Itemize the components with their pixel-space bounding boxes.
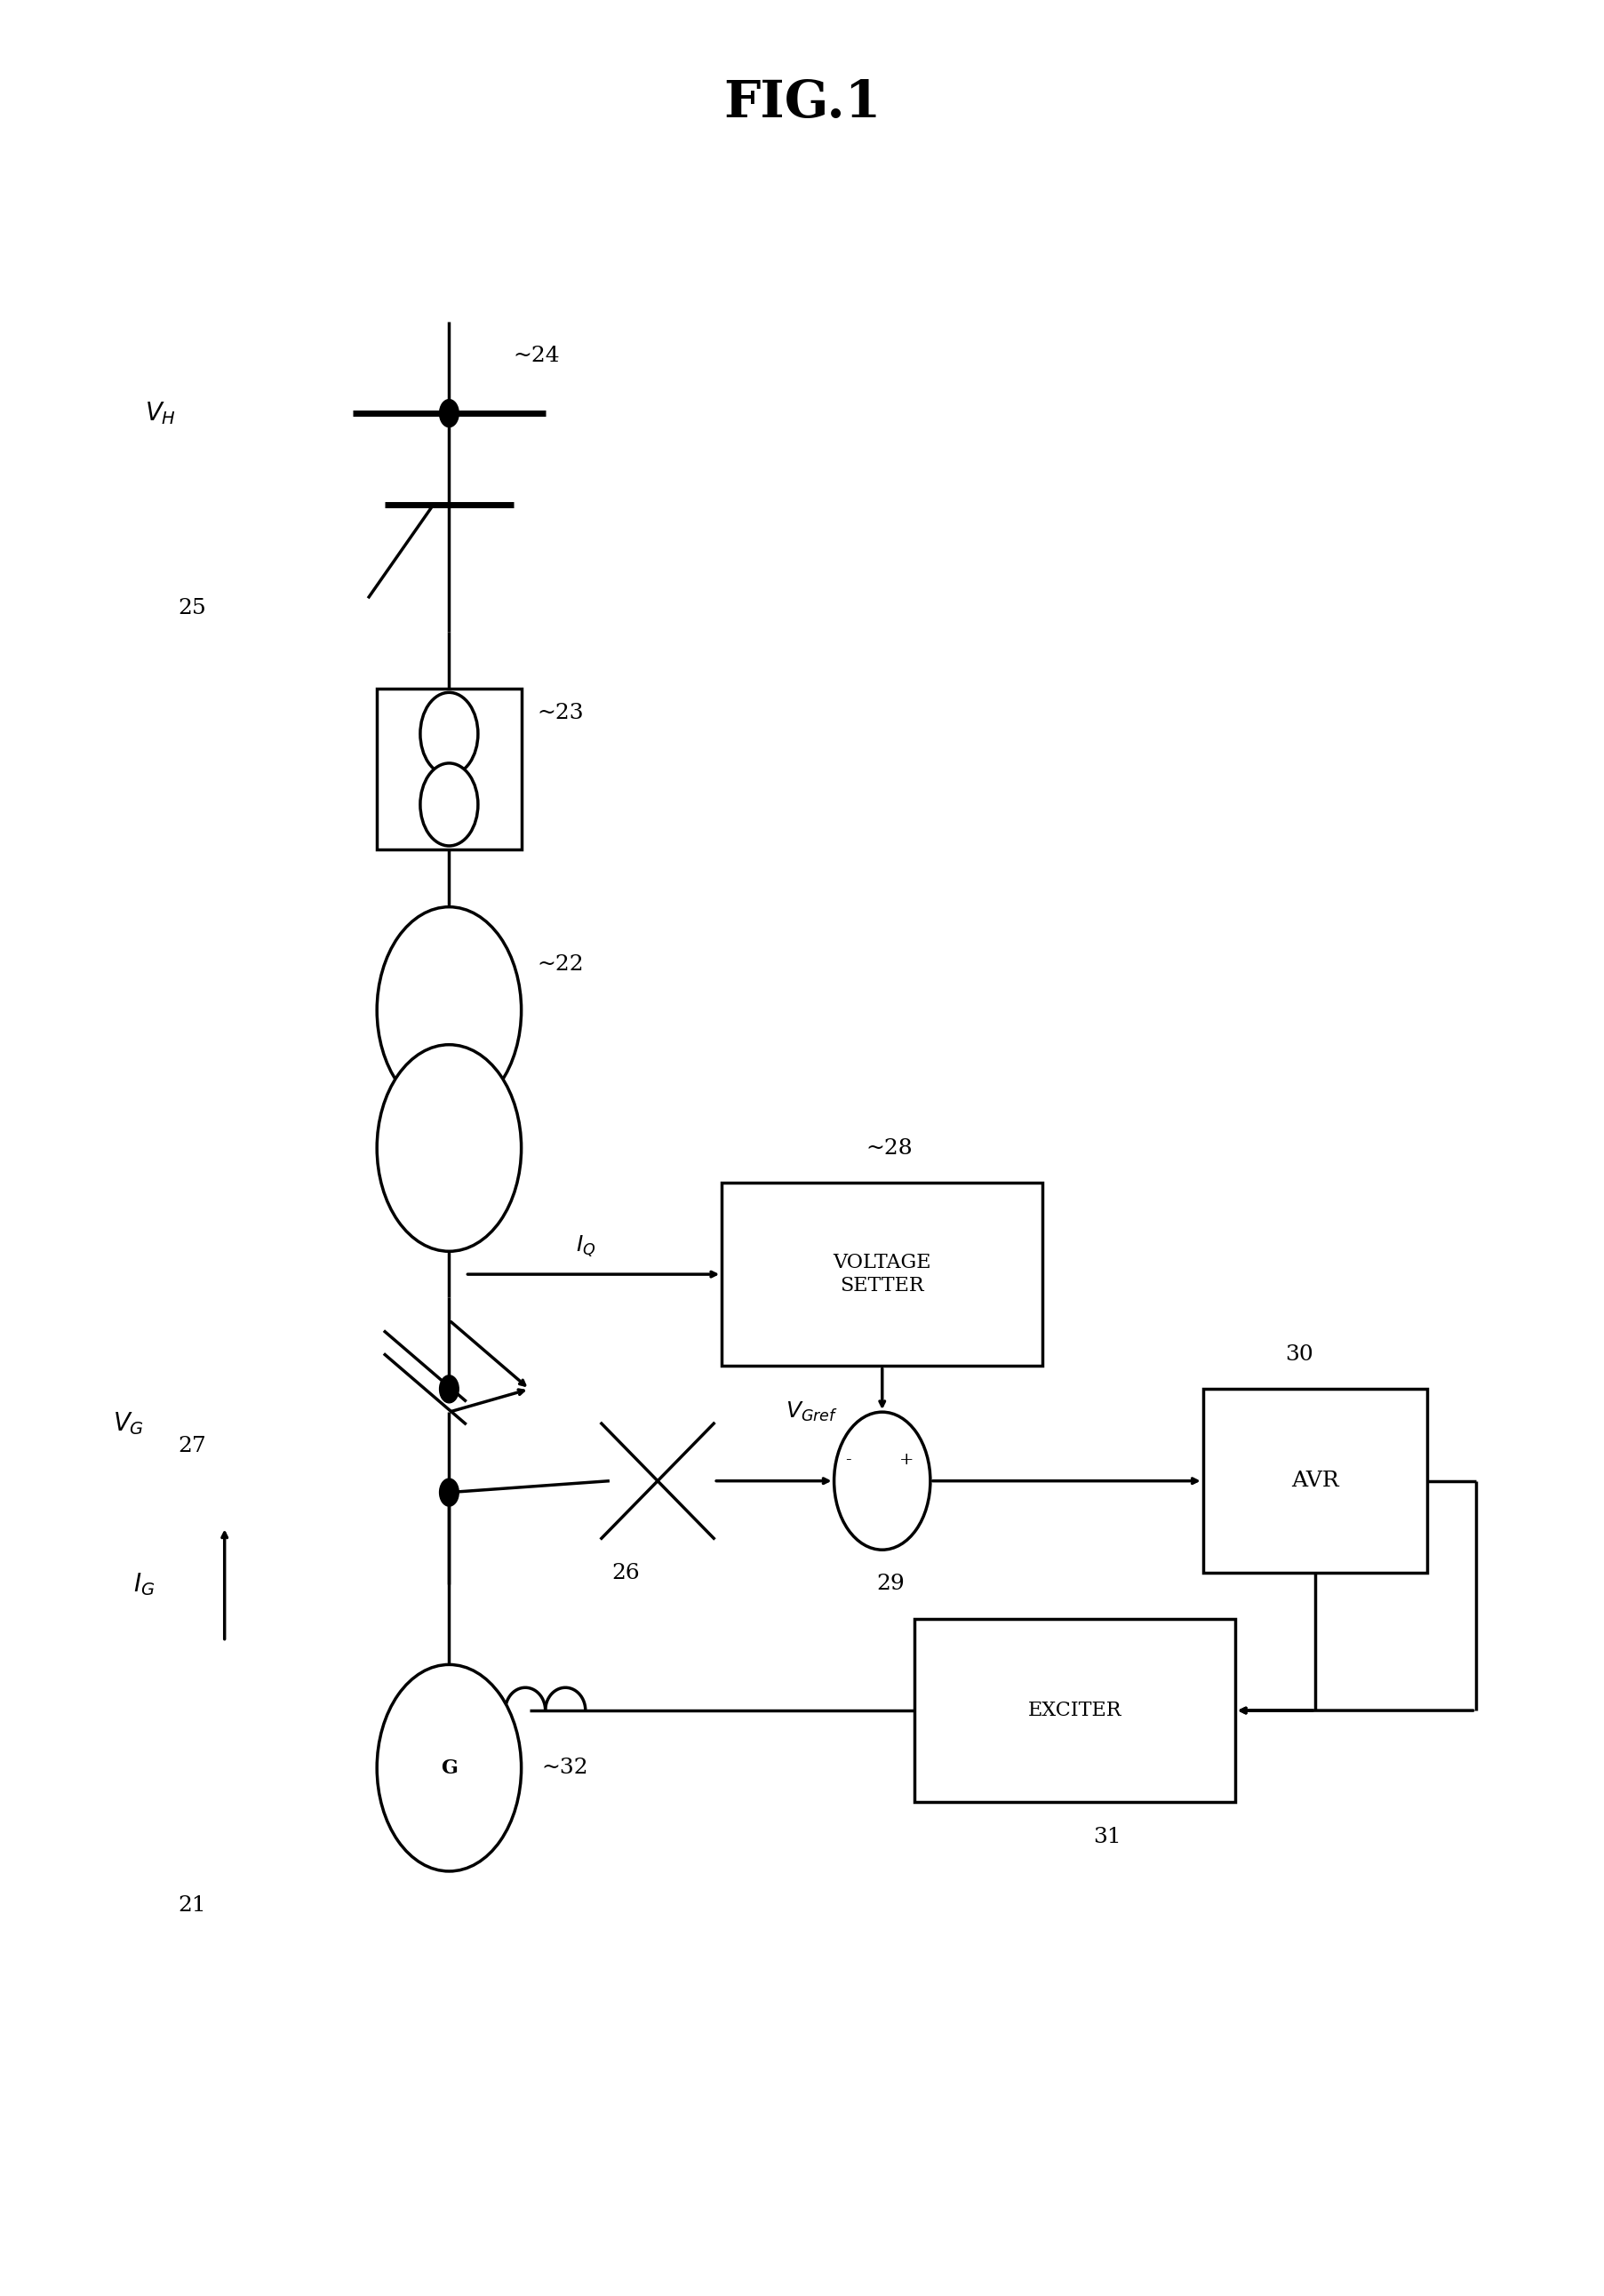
Text: 29: 29 xyxy=(876,1575,905,1593)
Text: AVR: AVR xyxy=(1291,1472,1339,1490)
Text: G: G xyxy=(441,1759,457,1777)
Circle shape xyxy=(420,693,478,776)
Bar xyxy=(1203,1389,1428,1573)
Text: $I_G$: $I_G$ xyxy=(133,1570,156,1598)
Text: VOLTAGE
SETTER: VOLTAGE SETTER xyxy=(832,1254,932,1295)
Bar xyxy=(722,1182,1043,1366)
Text: 26: 26 xyxy=(611,1564,640,1582)
Circle shape xyxy=(377,1045,521,1251)
Text: +: + xyxy=(898,1453,914,1467)
Circle shape xyxy=(377,1665,521,1871)
Bar xyxy=(377,689,521,850)
Text: ~32: ~32 xyxy=(542,1759,589,1777)
Text: ~23: ~23 xyxy=(537,703,584,723)
Text: ~24: ~24 xyxy=(513,347,560,365)
Circle shape xyxy=(439,400,459,427)
Circle shape xyxy=(439,1479,459,1506)
Text: ~28: ~28 xyxy=(866,1139,913,1157)
Text: EXCITER: EXCITER xyxy=(1028,1701,1121,1720)
Bar xyxy=(914,1619,1235,1802)
Text: 31: 31 xyxy=(1092,1828,1121,1846)
Text: $V_G$: $V_G$ xyxy=(112,1410,144,1437)
Circle shape xyxy=(439,1375,459,1403)
Text: 30: 30 xyxy=(1285,1345,1314,1364)
Text: -: - xyxy=(845,1453,852,1467)
Circle shape xyxy=(377,907,521,1114)
Text: FIG.1: FIG.1 xyxy=(723,78,881,129)
Text: 21: 21 xyxy=(178,1896,207,1915)
Circle shape xyxy=(420,762,478,845)
Text: $V_{Gref}$: $V_{Gref}$ xyxy=(786,1401,839,1424)
Text: $V_H$: $V_H$ xyxy=(144,400,176,427)
Text: ~22: ~22 xyxy=(537,955,584,974)
Circle shape xyxy=(834,1412,930,1550)
Text: $I_Q$: $I_Q$ xyxy=(576,1235,595,1258)
Text: 25: 25 xyxy=(178,599,207,618)
Text: 27: 27 xyxy=(178,1437,207,1456)
